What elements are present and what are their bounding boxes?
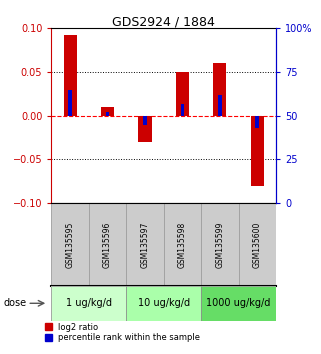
Text: GSM135600: GSM135600	[253, 221, 262, 268]
Bar	[256, 116, 259, 128]
Text: dose: dose	[3, 298, 26, 308]
Text: GSM135596: GSM135596	[103, 221, 112, 268]
Bar	[201, 286, 276, 321]
Bar	[213, 63, 226, 116]
Bar	[239, 203, 276, 286]
Bar	[106, 112, 109, 116]
Bar	[68, 90, 72, 116]
Text: 1000 ug/kg/d: 1000 ug/kg/d	[206, 298, 271, 308]
Bar	[176, 72, 189, 116]
Bar	[143, 116, 147, 125]
Bar	[164, 203, 201, 286]
Title: GDS2924 / 1884: GDS2924 / 1884	[112, 15, 215, 28]
Bar	[51, 286, 126, 321]
Text: GSM135599: GSM135599	[215, 221, 224, 268]
Bar	[180, 103, 184, 116]
Bar	[126, 203, 164, 286]
Bar	[201, 203, 239, 286]
Bar	[126, 286, 201, 321]
Legend: log2 ratio, percentile rank within the sample: log2 ratio, percentile rank within the s…	[44, 322, 201, 343]
Bar	[51, 203, 89, 286]
Text: GSM135595: GSM135595	[65, 221, 74, 268]
Text: 10 ug/kg/d: 10 ug/kg/d	[138, 298, 190, 308]
Bar	[101, 107, 114, 116]
Text: GSM135597: GSM135597	[141, 221, 150, 268]
Bar	[251, 116, 264, 186]
Text: GSM135598: GSM135598	[178, 222, 187, 268]
Bar	[138, 116, 152, 142]
Bar	[89, 203, 126, 286]
Bar	[64, 35, 77, 116]
Bar	[218, 95, 222, 116]
Text: 1 ug/kg/d: 1 ug/kg/d	[66, 298, 112, 308]
